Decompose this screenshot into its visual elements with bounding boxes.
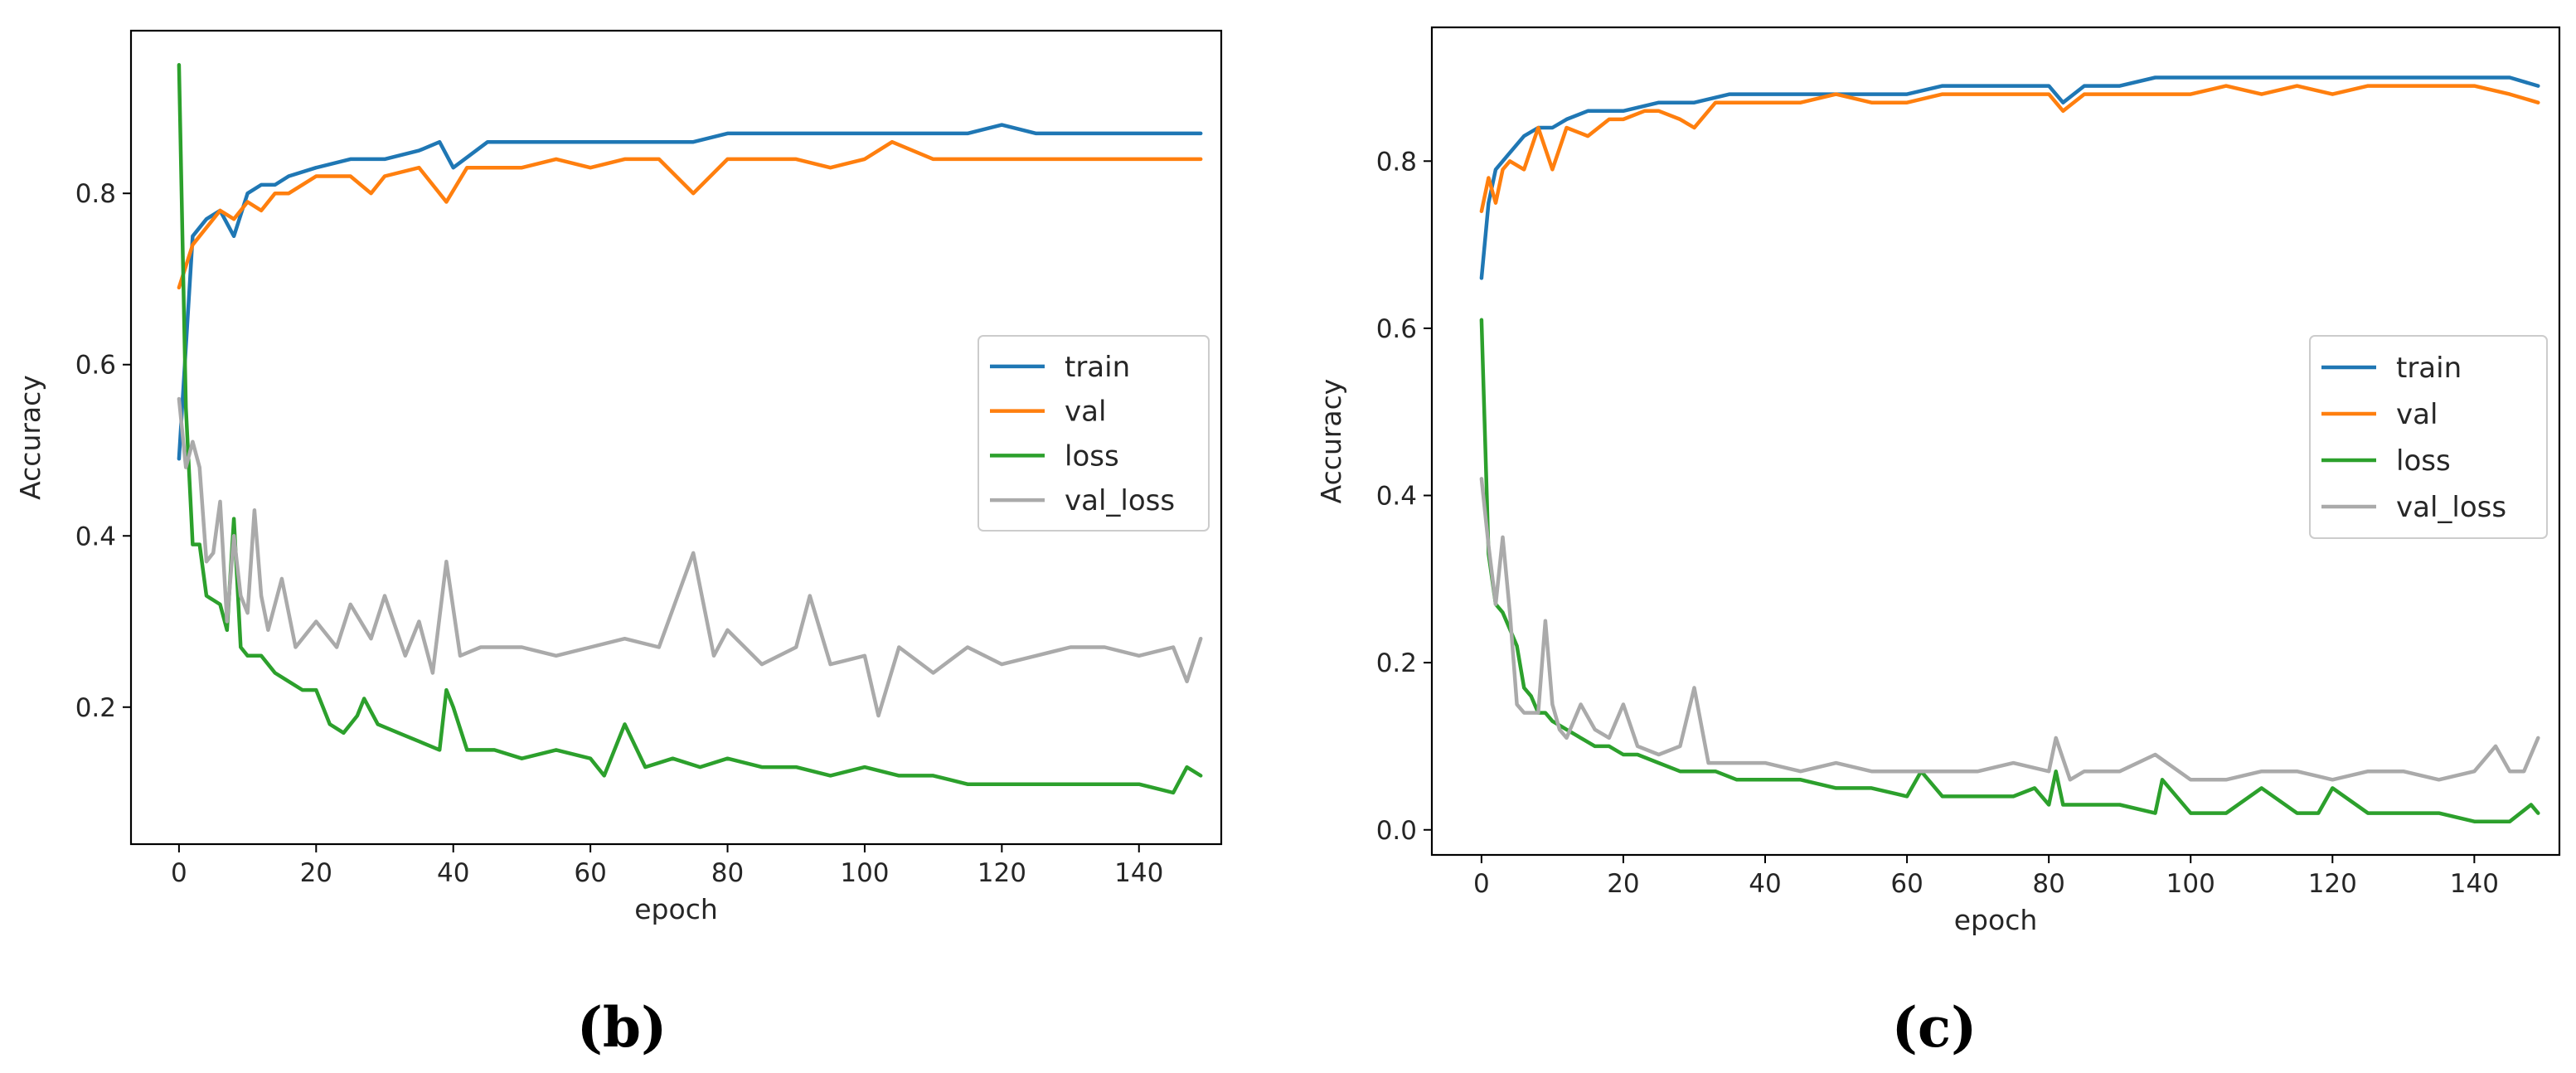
axes-frame <box>129 29 1223 846</box>
y-tick-label: 0.4 <box>1376 482 1417 512</box>
x-tick-label: 80 <box>711 858 744 888</box>
y-tick-label: 0.8 <box>1376 147 1417 177</box>
x-tick-label: 140 <box>2450 869 2499 899</box>
series-line-val <box>177 139 1203 290</box>
x-tick-label: 60 <box>1890 869 1923 899</box>
series-line-loss <box>177 63 1203 795</box>
series-line-val <box>1479 84 2540 214</box>
x-tick-label: 0 <box>1473 869 1490 899</box>
x-tick-label: 20 <box>1607 869 1639 899</box>
x-axis-title: epoch <box>1954 904 2038 936</box>
x-tick-label: 100 <box>840 858 889 888</box>
x-tick-label: 140 <box>1114 858 1163 888</box>
series-line-loss <box>1479 318 2540 823</box>
chart-panel-b: 0 20 40 60 80 100 120 140 0.2 0.4 0.6 0.8 epoch Accur… <box>14 29 1223 1060</box>
legend-label: loss <box>1065 439 1119 473</box>
legend-label: loss <box>2396 444 2451 478</box>
legend-box <box>978 335 1210 532</box>
legend: train val loss val_loss <box>978 335 1210 532</box>
x-tick-label: 0 <box>171 858 187 888</box>
y-tick-label: 0.4 <box>75 522 116 551</box>
y-tick-label: 0.2 <box>1376 648 1417 678</box>
y-tick-label: 0.6 <box>75 351 116 381</box>
x-tick-label: 100 <box>2166 869 2215 899</box>
legend-item-val: val <box>990 396 1106 429</box>
y-tick-label: 0.2 <box>75 693 116 723</box>
x-tick-label: 40 <box>437 858 469 888</box>
x-tick-label: 60 <box>574 858 606 888</box>
legend-box <box>2309 335 2548 539</box>
legend-label: train <box>1065 351 1130 384</box>
x-tick-label: 80 <box>2032 869 2064 899</box>
legend-item-val-loss: val_loss <box>2321 491 2506 524</box>
legend-item-train: train <box>2321 352 2462 385</box>
legend-label: val_loss <box>1065 484 1175 517</box>
series-line-val-loss <box>1479 477 2540 782</box>
series-line-train <box>177 123 1203 461</box>
y-tick-label: 0.6 <box>1376 314 1417 344</box>
legend-label: val <box>1065 396 1106 429</box>
y-axis-title: Accuracy <box>1315 379 1347 504</box>
x-tick-label: 120 <box>978 858 1026 888</box>
legend-label: train <box>2396 352 2462 385</box>
x-tick-label: 40 <box>1749 869 1781 899</box>
y-tick-label: 0.0 <box>1376 816 1417 846</box>
series-line-train <box>1479 75 2540 280</box>
y-tick-label: 0.8 <box>75 179 116 209</box>
legend-item-val: val <box>2321 398 2438 431</box>
axes-frame <box>1430 26 2561 857</box>
panel-label: (c) <box>1892 995 1977 1060</box>
panel-label: (b) <box>577 995 667 1060</box>
legend-item-loss: loss <box>990 439 1119 473</box>
x-tick-label: 20 <box>300 858 332 888</box>
x-tick-label: 120 <box>2308 869 2357 899</box>
series-line-val-loss <box>177 396 1203 718</box>
legend-item-val-loss: val_loss <box>990 484 1175 517</box>
y-axis-title: Accuracy <box>14 375 46 500</box>
legend-label: val <box>2396 398 2438 431</box>
legend-item-train: train <box>990 351 1130 384</box>
x-axis-title: epoch <box>634 893 718 925</box>
legend-item-loss: loss <box>2321 444 2451 478</box>
legend-label: val_loss <box>2396 491 2506 524</box>
chart-panel-c: 0 20 40 60 80 100 120 140 0.0 0.2 0.4 0.6 0.8 epoch Ac… <box>1315 26 2561 1060</box>
legend: train val loss val_loss <box>2309 335 2548 539</box>
